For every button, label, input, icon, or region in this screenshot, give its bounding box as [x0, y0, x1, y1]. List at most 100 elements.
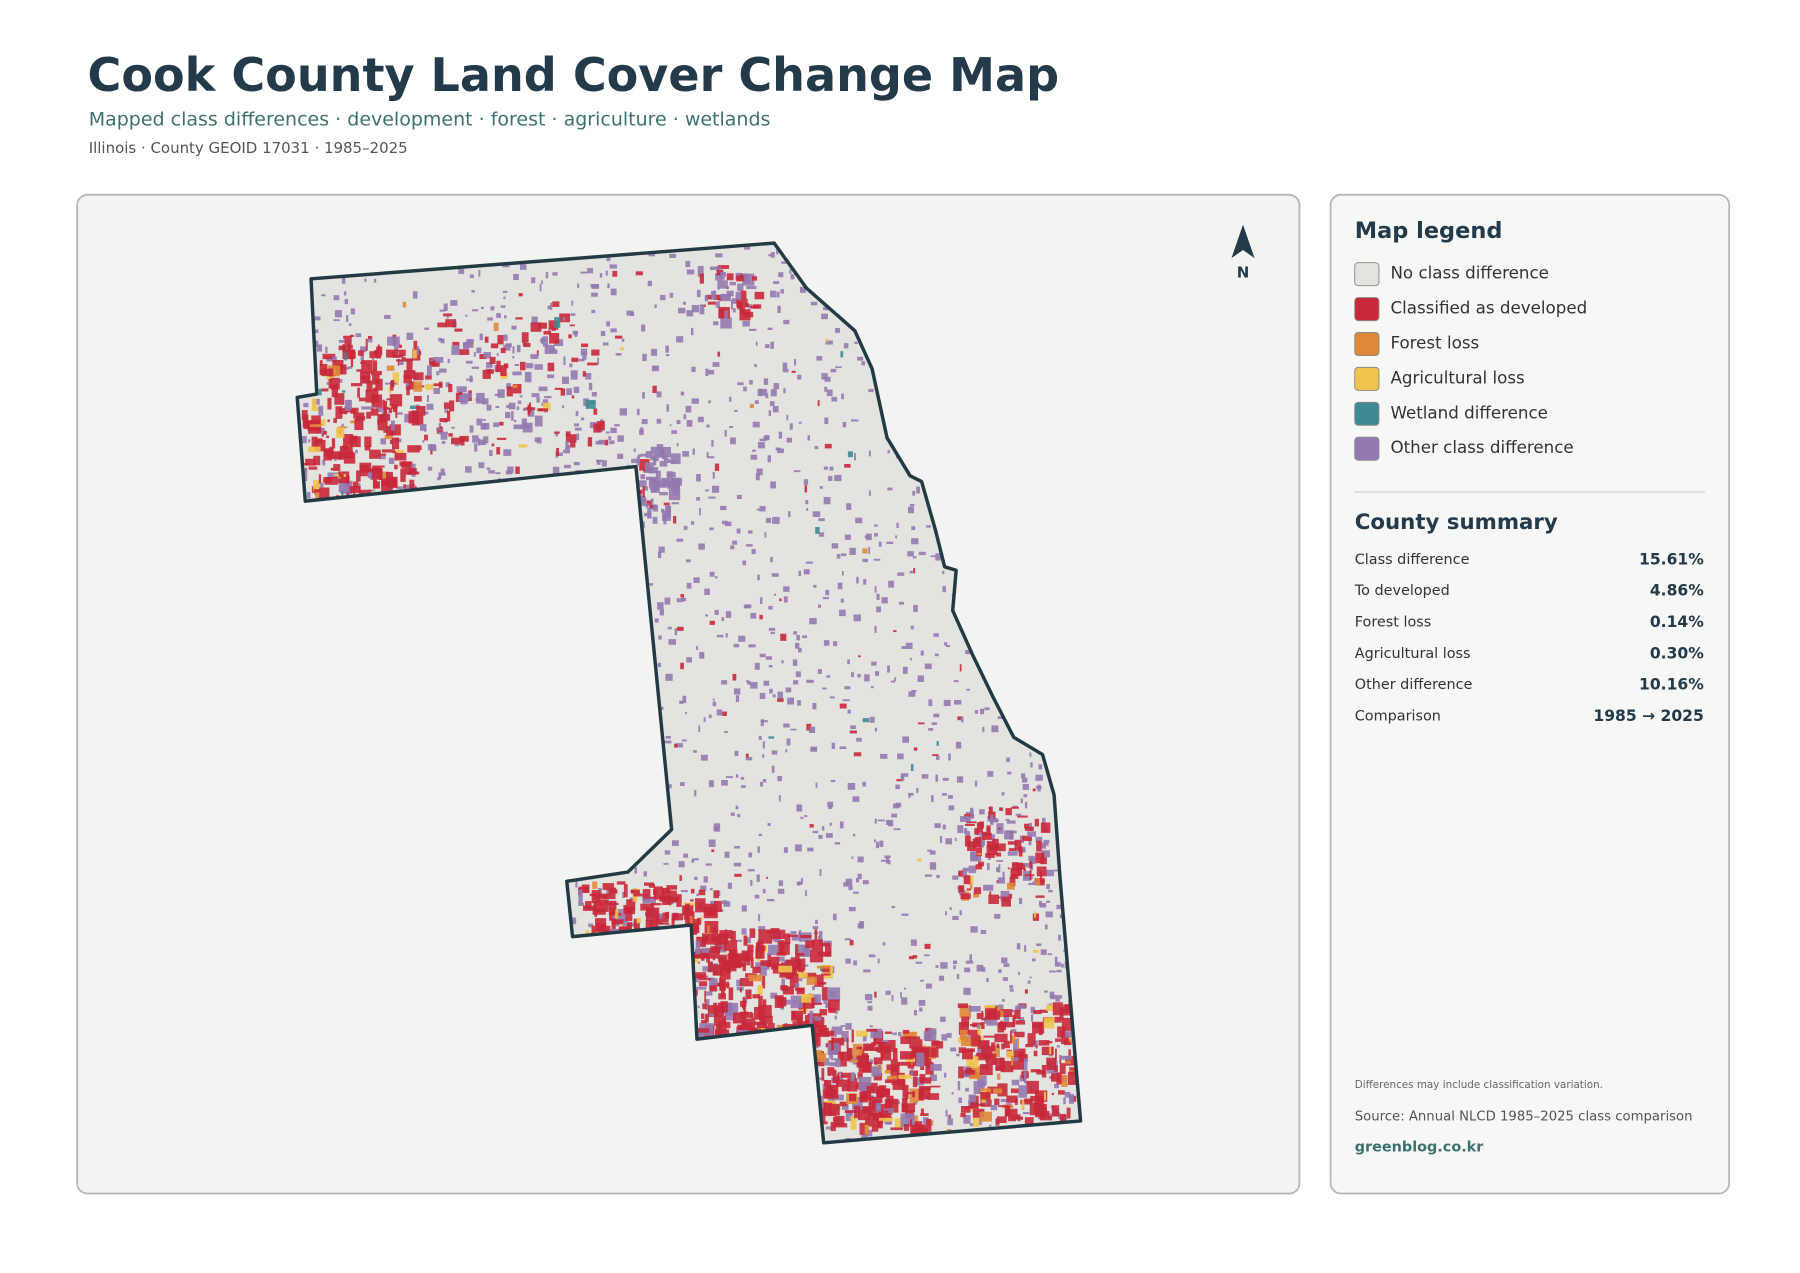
change-patch — [996, 867, 999, 873]
change-patch — [321, 368, 334, 377]
change-patch — [810, 301, 818, 306]
change-patch — [893, 828, 901, 831]
change-patch — [616, 881, 626, 885]
change-patch — [874, 818, 877, 824]
change-patch — [500, 365, 507, 377]
change-patch — [491, 443, 495, 447]
change-patch — [630, 889, 640, 894]
change-patch — [759, 692, 766, 699]
change-patch — [656, 418, 662, 424]
change-patch — [781, 660, 784, 664]
legend-label: Forest loss — [1390, 333, 1479, 353]
change-patch — [633, 918, 637, 928]
change-patch — [1006, 882, 1015, 890]
change-patch — [759, 614, 763, 620]
change-patch — [818, 951, 831, 957]
change-patch — [662, 887, 670, 894]
change-patch — [823, 1102, 832, 1117]
change-patch — [322, 459, 326, 466]
change-patch — [819, 486, 823, 489]
change-patch — [862, 718, 870, 723]
change-patch — [328, 365, 341, 377]
change-patch — [711, 439, 714, 447]
change-patch — [551, 326, 556, 331]
change-patch — [888, 1110, 894, 1114]
change-patch — [798, 647, 802, 653]
change-patch — [912, 556, 917, 559]
change-patch — [812, 702, 817, 710]
change-patch — [1018, 897, 1023, 905]
change-patch — [1057, 1026, 1066, 1038]
change-patch — [731, 961, 737, 967]
change-patch — [791, 370, 796, 373]
change-patch — [986, 1018, 998, 1026]
change-patch — [852, 1062, 858, 1065]
change-patch — [953, 965, 956, 970]
change-patch — [440, 433, 448, 440]
change-patch — [575, 880, 578, 888]
change-patch — [1038, 900, 1042, 907]
change-patch — [426, 403, 434, 410]
change-patch — [885, 856, 890, 864]
change-patch — [858, 655, 861, 658]
change-patch — [772, 963, 784, 974]
change-patch — [614, 335, 623, 339]
change-patch — [790, 957, 797, 962]
change-patch — [990, 1104, 998, 1111]
change-patch — [828, 805, 832, 809]
change-patch — [733, 862, 742, 867]
change-patch — [696, 936, 706, 947]
change-patch — [868, 1044, 874, 1048]
change-patch — [847, 1078, 858, 1092]
change-patch — [862, 558, 868, 563]
change-patch — [981, 1010, 984, 1016]
change-patch — [768, 736, 775, 739]
change-patch — [716, 634, 724, 638]
change-patch — [796, 804, 803, 812]
change-patch — [416, 346, 420, 356]
change-patch — [646, 500, 652, 506]
change-patch — [851, 856, 854, 859]
change-patch — [899, 1051, 914, 1060]
change-patch — [339, 446, 353, 454]
change-patch — [754, 291, 765, 300]
change-patch — [671, 502, 679, 505]
change-patch — [940, 1016, 946, 1022]
change-patch — [874, 991, 877, 998]
change-patch — [755, 946, 765, 959]
change-patch — [1039, 1115, 1053, 1121]
change-patch — [866, 533, 872, 541]
change-patch — [770, 556, 773, 563]
change-patch — [612, 270, 618, 277]
change-patch — [812, 1032, 821, 1047]
change-patch — [615, 353, 622, 356]
change-patch — [731, 957, 742, 969]
change-patch — [803, 569, 810, 575]
change-patch — [664, 740, 672, 744]
change-patch — [869, 1059, 873, 1065]
change-patch — [1054, 962, 1061, 967]
change-patch — [601, 460, 607, 467]
change-patch — [1032, 958, 1036, 962]
change-patch — [867, 1001, 873, 1004]
change-patch — [933, 713, 940, 718]
change-patch — [839, 609, 846, 617]
change-patch — [667, 890, 677, 903]
legend-swatch — [1354, 401, 1380, 426]
change-patch — [645, 504, 649, 508]
change-patch — [347, 344, 353, 349]
change-patch — [706, 424, 710, 428]
change-patch — [577, 358, 585, 362]
change-patch — [408, 381, 416, 390]
change-patch — [908, 793, 911, 798]
change-patch — [392, 451, 399, 454]
change-patch — [653, 478, 658, 482]
change-patch — [810, 994, 821, 1005]
change-patch — [757, 574, 760, 581]
change-patch — [554, 387, 563, 390]
change-patch — [926, 1119, 932, 1132]
change-patch — [714, 900, 722, 913]
change-patch — [907, 1065, 915, 1069]
change-patch — [724, 310, 728, 319]
change-patch — [976, 822, 983, 833]
